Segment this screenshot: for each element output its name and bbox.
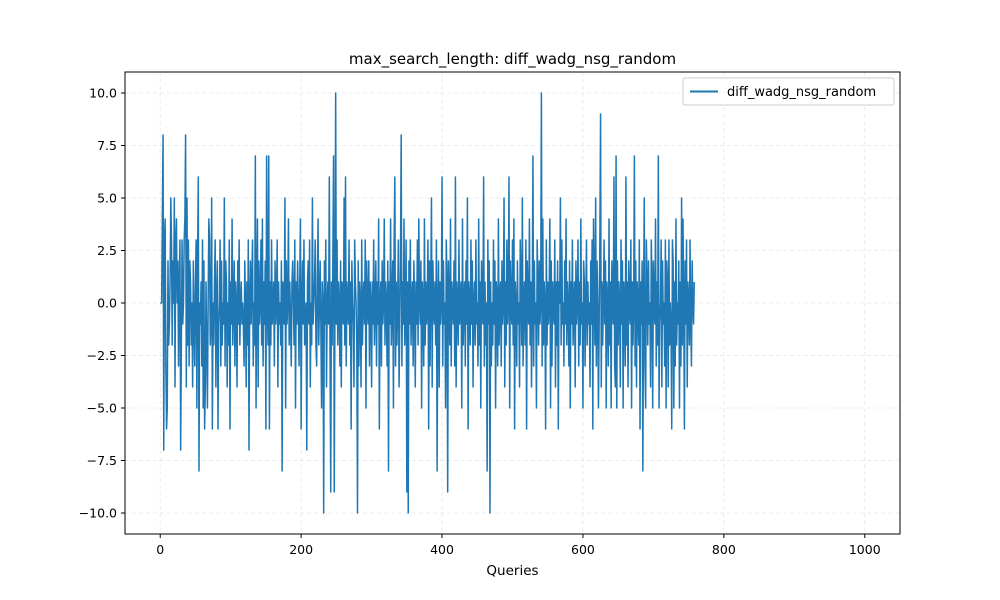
x-tick-label: 400 bbox=[430, 542, 454, 557]
x-tick-label: 0 bbox=[156, 542, 164, 557]
y-axis: −10.0 −7.5 −5.0 −2.5 0.0 2.5 5.0 7.5 10.0 bbox=[79, 86, 125, 521]
y-tick-label: −10.0 bbox=[79, 506, 117, 521]
y-tick-label: 10.0 bbox=[89, 86, 117, 101]
y-tick-label: 7.5 bbox=[97, 138, 117, 153]
y-tick-label: 5.0 bbox=[97, 191, 117, 206]
legend-label: diff_wadg_nsg_random bbox=[727, 85, 876, 100]
legend: diff_wadg_nsg_random bbox=[682, 77, 895, 106]
x-axis-label: Queries bbox=[486, 563, 538, 579]
y-tick-label: 0.0 bbox=[97, 296, 117, 311]
y-tick-label: 2.5 bbox=[97, 243, 117, 258]
x-axis: 0 200 400 600 800 1000 bbox=[156, 534, 881, 557]
y-tick-label: −7.5 bbox=[87, 453, 117, 468]
x-tick-label: 600 bbox=[571, 542, 595, 557]
x-tick-label: 200 bbox=[289, 542, 313, 557]
chart-title: max_search_length: diff_wadg_nsg_random bbox=[349, 50, 676, 69]
series-layer bbox=[160, 92, 696, 514]
y-tick-label: −5.0 bbox=[87, 401, 117, 416]
x-tick-label: 800 bbox=[712, 542, 736, 557]
series-line-diff-wadg-nsg-random bbox=[160, 92, 696, 514]
y-tick-label: −2.5 bbox=[87, 348, 117, 363]
x-tick-label: 1000 bbox=[849, 542, 881, 557]
legend-box bbox=[682, 77, 895, 106]
